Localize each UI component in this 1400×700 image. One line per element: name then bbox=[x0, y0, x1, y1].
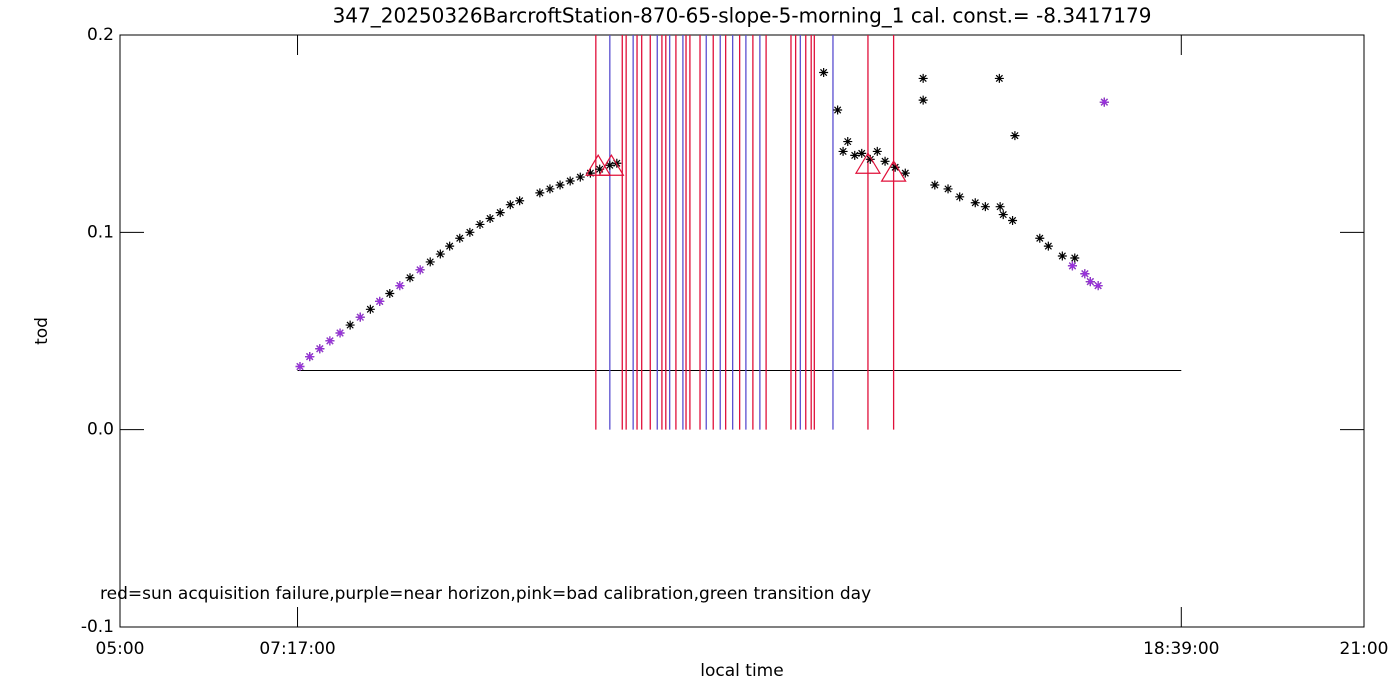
data-point bbox=[475, 219, 485, 229]
data-point bbox=[838, 146, 848, 156]
data-point bbox=[465, 227, 475, 237]
data-point bbox=[1043, 241, 1053, 251]
data-point bbox=[1085, 277, 1095, 287]
triangle-marker bbox=[598, 154, 625, 176]
data-point bbox=[555, 180, 565, 190]
data-point bbox=[955, 192, 965, 202]
data-point bbox=[305, 352, 315, 362]
data-point bbox=[980, 202, 990, 212]
data-point bbox=[385, 289, 395, 299]
data-point bbox=[455, 233, 465, 243]
x-tick-label: 21:00 bbox=[1340, 639, 1389, 659]
data-point bbox=[900, 168, 910, 178]
data-point bbox=[994, 73, 1004, 83]
data-point bbox=[355, 312, 365, 322]
data-point bbox=[890, 162, 900, 172]
data-point bbox=[445, 241, 455, 251]
data-point bbox=[545, 184, 555, 194]
data-point bbox=[415, 265, 425, 275]
data-point bbox=[833, 105, 843, 115]
data-point bbox=[515, 196, 525, 206]
data-point bbox=[1035, 233, 1045, 243]
data-point bbox=[345, 320, 355, 330]
data-point bbox=[850, 150, 860, 160]
data-point bbox=[295, 362, 305, 372]
x-tick-label: 07:17:00 bbox=[259, 639, 335, 659]
data-point bbox=[1010, 131, 1020, 141]
data-point bbox=[918, 73, 928, 83]
data-point bbox=[918, 95, 928, 105]
data-point bbox=[405, 273, 415, 283]
data-point bbox=[943, 184, 953, 194]
data-point bbox=[605, 160, 615, 170]
data-point bbox=[857, 148, 867, 158]
data-point bbox=[325, 336, 335, 346]
data-point bbox=[595, 164, 605, 174]
data-point bbox=[1057, 251, 1067, 261]
data-point bbox=[872, 146, 882, 156]
x-tick-label: 18:39:00 bbox=[1143, 639, 1219, 659]
y-tick-label: 0.1 bbox=[87, 222, 114, 242]
data-point bbox=[535, 188, 545, 198]
data-point bbox=[819, 67, 829, 77]
annotation: red=sun acquisition failure,purple=near … bbox=[100, 584, 871, 604]
data-point bbox=[970, 198, 980, 208]
data-point bbox=[865, 154, 875, 164]
data-point bbox=[930, 180, 940, 190]
data-point bbox=[1067, 261, 1077, 271]
data-point bbox=[485, 214, 495, 224]
plot-frame bbox=[119, 34, 1365, 628]
data-point bbox=[1099, 97, 1109, 107]
y-axis-label: tod bbox=[32, 317, 52, 345]
y-tick-label: -0.1 bbox=[81, 617, 114, 637]
data-point bbox=[425, 257, 435, 267]
data-point bbox=[315, 344, 325, 354]
data-point bbox=[843, 137, 853, 147]
data-point bbox=[495, 208, 505, 218]
data-point bbox=[1080, 269, 1090, 279]
data-point bbox=[1093, 281, 1103, 291]
data-point bbox=[1008, 215, 1018, 225]
data-point bbox=[565, 176, 575, 186]
data-point bbox=[575, 172, 585, 182]
data-point bbox=[505, 200, 515, 210]
y-tick-label: 0.0 bbox=[87, 420, 114, 440]
data-point bbox=[880, 156, 890, 166]
chart-title: 347_20250326BarcroftStation-870-65-slope… bbox=[333, 4, 1152, 28]
data-point bbox=[998, 210, 1008, 220]
triangle-marker bbox=[854, 152, 882, 174]
data-point bbox=[585, 168, 595, 178]
x-tick-label: 05:00 bbox=[96, 639, 145, 659]
triangle-marker bbox=[880, 159, 907, 182]
data-point bbox=[375, 296, 385, 306]
y-tick-label: 0.2 bbox=[87, 25, 114, 45]
x-axis-label: local time bbox=[700, 661, 783, 681]
data-point bbox=[995, 202, 1005, 212]
triangle-marker bbox=[585, 154, 612, 176]
data-point bbox=[395, 281, 405, 291]
data-point bbox=[335, 328, 345, 338]
data-point bbox=[435, 249, 445, 259]
data-point bbox=[1070, 253, 1080, 263]
data-point bbox=[365, 304, 375, 314]
